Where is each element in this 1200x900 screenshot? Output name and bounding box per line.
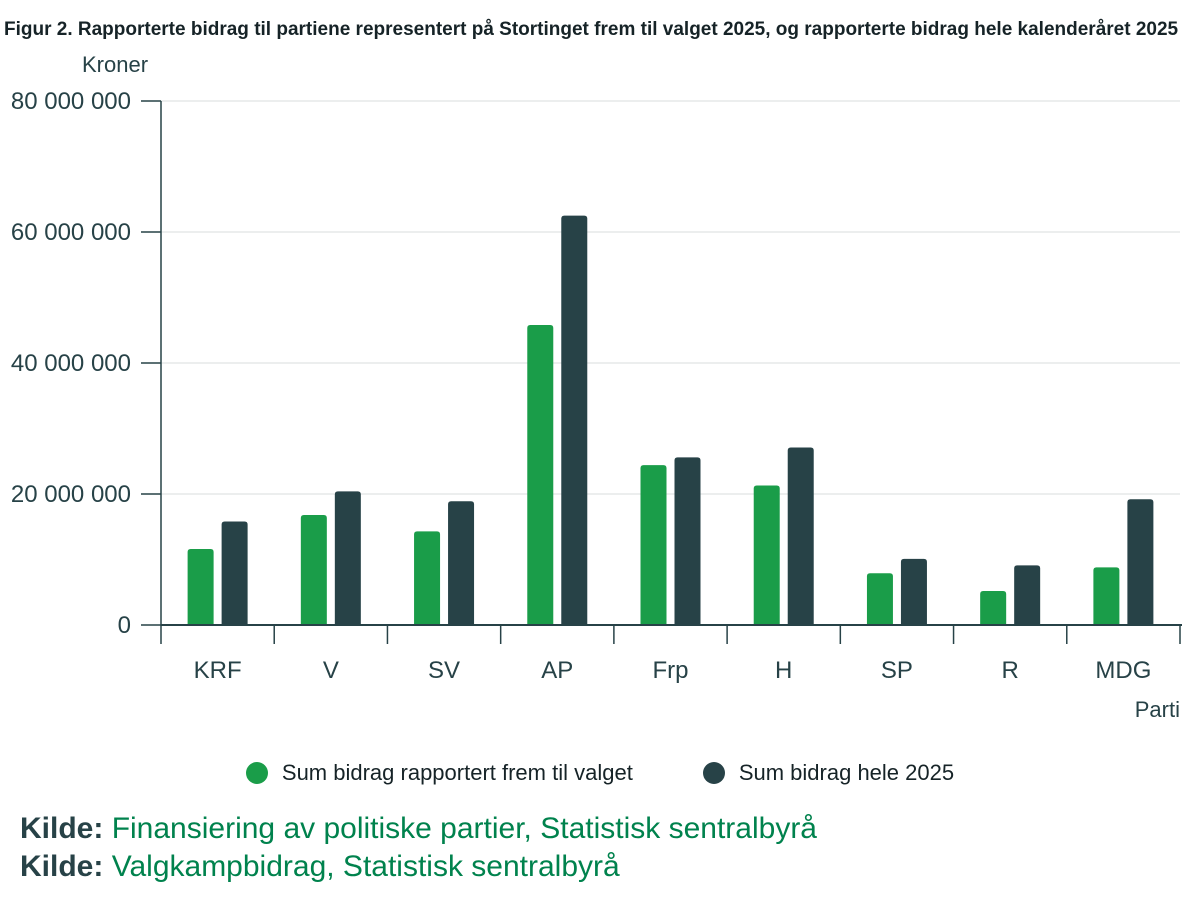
- source-line: Kilde: Valgkampbidrag, Statistisk sentra…: [20, 848, 817, 886]
- source-link[interactable]: Valgkampbidrag, Statistisk sentralbyrå: [111, 850, 620, 883]
- x-tick-label: Frp: [653, 657, 689, 684]
- x-tick-label: MDG: [1095, 657, 1151, 684]
- bar-r-before-election[interactable]: Sum bidrag rapportert frem til valget: 5…: [980, 590, 1007, 625]
- bar-krf-whole-year[interactable]: Sum bidrag hele 2025: 15800000: [221, 521, 248, 625]
- bar-krf-before-election[interactable]: Sum bidrag rapportert frem til valget: 1…: [187, 549, 214, 625]
- y-tick-label: 80 000 000: [11, 88, 131, 115]
- bar-mdg-before-election[interactable]: Sum bidrag rapportert frem til valget: 8…: [1093, 567, 1120, 625]
- sources: Kilde: Finansiering av politiske partier…: [20, 810, 817, 886]
- bar-h-whole-year[interactable]: Sum bidrag hele 2025: 27100000: [787, 447, 814, 625]
- legend-item-before-election[interactable]: Sum bidrag rapportert frem til valget: [245, 760, 633, 786]
- bar-sp-before-election[interactable]: Sum bidrag rapportert frem til valget: 7…: [866, 573, 893, 625]
- bar-h-before-election[interactable]: Sum bidrag rapportert frem til valget: 2…: [753, 485, 780, 625]
- bar-ap-whole-year[interactable]: Sum bidrag hele 2025: 62500000: [561, 215, 588, 625]
- source-label: Kilde:: [20, 850, 104, 883]
- bar-frp-before-election[interactable]: Sum bidrag rapportert frem til valget: 2…: [640, 465, 667, 625]
- x-tick-label: SV: [428, 657, 460, 684]
- bar-sv-before-election[interactable]: Sum bidrag rapportert frem til valget: 1…: [414, 531, 441, 625]
- y-tick-label: 20 000 000: [11, 481, 131, 508]
- bar-r-whole-year[interactable]: Sum bidrag hele 2025: 9100000: [1014, 565, 1041, 625]
- chart-title: Figur 2. Rapporterte bidrag til partiene…: [4, 19, 1179, 40]
- source-label: Kilde:: [20, 812, 104, 845]
- bar-sp-whole-year[interactable]: Sum bidrag hele 2025: 10100000: [900, 558, 927, 625]
- source-line: Kilde: Finansiering av politiske partier…: [20, 810, 817, 848]
- legend: Sum bidrag rapportert frem til valget Su…: [0, 760, 1200, 786]
- x-tick-label: KRF: [194, 657, 242, 684]
- legend-swatch: [245, 762, 268, 784]
- bar-ap-before-election[interactable]: Sum bidrag rapportert frem til valget: 4…: [527, 325, 554, 625]
- bar-v-whole-year[interactable]: Sum bidrag hele 2025: 20400000: [334, 491, 361, 625]
- bar-sv-whole-year[interactable]: Sum bidrag hele 2025: 18900000: [448, 501, 475, 625]
- y-tick-label: 40 000 000: [11, 350, 131, 377]
- x-tick-label: V: [323, 657, 339, 684]
- legend-label: Sum bidrag hele 2025: [738, 760, 955, 785]
- x-axis-label: Parti: [1135, 697, 1180, 722]
- x-tick-label: SP: [881, 657, 913, 684]
- bar-frp-whole-year[interactable]: Sum bidrag hele 2025: 25600000: [674, 457, 701, 625]
- bar-v-before-election[interactable]: Sum bidrag rapportert frem til valget: 1…: [300, 514, 327, 625]
- x-tick-label: H: [775, 657, 792, 684]
- axes: [141, 100, 1182, 644]
- x-tick-label: R: [1001, 657, 1018, 684]
- y-tick-label: 60 000 000: [11, 219, 131, 246]
- bar-chart: Sum bidrag rapportert frem til valget: 1…: [11, 52, 1182, 722]
- y-axis-label: Kroner: [82, 52, 148, 77]
- y-tick-label: 0: [118, 612, 131, 639]
- x-tick-label: AP: [541, 657, 573, 684]
- axis-labels: 0 20 000 000 40 000 000 60 000 000 80 000 00…: [11, 88, 1152, 684]
- bars: Sum bidrag rapportert frem til valget: 1…: [187, 215, 1154, 625]
- gridlines: [161, 100, 1180, 495]
- bar-mdg-whole-year[interactable]: Sum bidrag hele 2025: 19200000: [1127, 499, 1154, 625]
- legend-label: Sum bidrag rapportert frem til valget: [281, 760, 633, 785]
- source-link[interactable]: Finansiering av politiske partier, Stati…: [111, 812, 817, 845]
- legend-swatch: [702, 762, 725, 784]
- legend-item-whole-year[interactable]: Sum bidrag hele 2025: [702, 760, 955, 786]
